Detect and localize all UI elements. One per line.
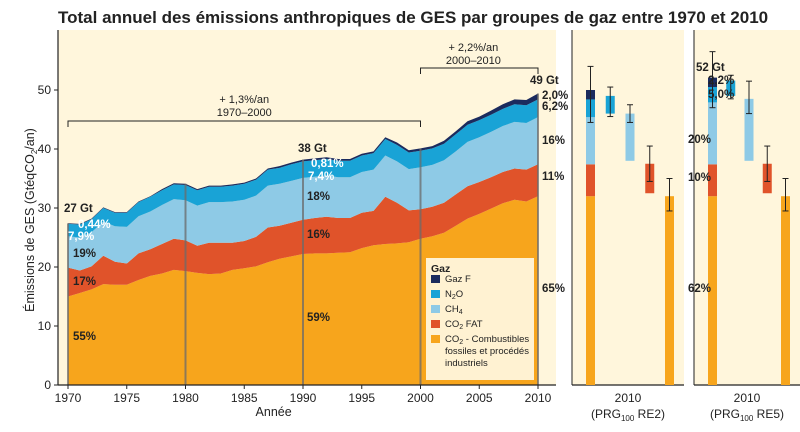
chart-title: Total annuel des émissions anthropiques … (58, 8, 769, 27)
panel-re5-xlabel-line2: (PRG100 RE5) (710, 407, 784, 423)
pct-1990-ch4: 18% (307, 191, 330, 203)
panel-re2-bar-ch4 (625, 113, 635, 161)
legend-n2o-swatch (431, 290, 440, 298)
legend-ch4-label: CH4 (445, 304, 463, 316)
y-tick-label: 40 (38, 142, 52, 156)
x-tick-label: 1980 (172, 391, 199, 405)
y-tick-label: 20 (38, 260, 52, 274)
panel-re2-stack-ch4 (586, 117, 595, 165)
period-1970-2000: 1970–2000 (217, 107, 272, 119)
x-axis-label: Année (256, 405, 292, 419)
panel-re5-total-label: 52 Gt (696, 62, 725, 74)
pct-1970-co2-fat: 17% (73, 276, 96, 288)
x-tick-label: 1985 (231, 391, 258, 405)
panel-re5-pct-n2o: 5,0% (708, 89, 734, 101)
rate-2000-2010: + 2,2%/an (448, 42, 498, 54)
panel-re5-xlabel-line1: 2010 (734, 391, 761, 405)
bracket-2000-2010 (420, 67, 539, 74)
legend-gazf-label: Gaz F (445, 274, 471, 285)
legend-ch4-swatch (431, 305, 440, 313)
pct-1970-co2-fossil: 55% (73, 331, 96, 343)
legend-title: Gaz (431, 263, 450, 275)
panel-re5-pct-ch4: 20% (688, 134, 711, 146)
pct-2010-n2o: 6,2% (542, 101, 568, 113)
legend-gazf-swatch (431, 275, 440, 283)
total-1990-label: 38 Gt (298, 143, 327, 155)
pct-1970-n2o: 7,9% (68, 231, 94, 243)
panel-re2-stack-co2_fat (586, 164, 595, 197)
period-2000-2010: 2000–2010 (446, 55, 501, 67)
legend-co2-fat-label: CO2 FAT (445, 319, 483, 331)
pct-1990-n2o: 7,4% (308, 171, 334, 183)
rate-1970-2000: + 1,3%/an (219, 94, 269, 106)
total-1970-label: 27 Gt (64, 203, 93, 215)
pct-1990-gazf: 0,81% (311, 158, 344, 170)
x-tick-label: 1990 (290, 391, 317, 405)
y-axis-label: Émissions de GES (GtéqCO2/an) (22, 128, 39, 312)
pct-2010-ch4: 16% (542, 135, 565, 147)
x-tick-label: 1995 (348, 391, 375, 405)
panel-re5-pct-co2-fossil: 62% (688, 283, 711, 295)
x-tick-label: 1975 (113, 391, 140, 405)
legend-n2o-label: N2O (445, 289, 463, 301)
y-tick-label: 0 (44, 378, 51, 392)
panel-re2-stack-co2_fossil (586, 196, 595, 385)
panel-re2-bar-co2_fossil (665, 196, 674, 385)
y-tick-label: 30 (38, 201, 52, 215)
panel-re5-bar-ch4 (744, 98, 754, 161)
legend-co2-fossil-label: CO2 - Combustibles (445, 334, 529, 346)
panel-re5-stack-co2_fat (708, 164, 717, 197)
panel-re2-xlabel-line2: (PRG100 RE2) (591, 407, 665, 423)
legend-co2-fossil-label-line3: industriels (445, 358, 488, 369)
panel-re5-bar-co2_fossil (781, 196, 790, 385)
pct-2010-co2-fossil: 65% (542, 283, 565, 295)
y-tick-label: 10 (38, 319, 52, 333)
total-2010-label: 49 Gt (530, 75, 559, 87)
y-tick-label: 50 (38, 83, 52, 97)
pct-1970-ch4: 19% (73, 248, 96, 260)
x-tick-label: 2010 (525, 391, 552, 405)
x-tick-label: 2005 (466, 391, 493, 405)
panel-re5-stack-ch4 (708, 102, 717, 165)
legend-co2-fat-swatch (431, 320, 440, 328)
panel-re5-stack-co2_fossil (708, 196, 717, 385)
panel-re5-pct-co2-fat: 10% (688, 172, 711, 184)
pct-2010-gazf: 2,0% (542, 90, 568, 102)
x-tick-label: 1970 (55, 391, 82, 405)
bracket-1970-2000 (67, 120, 421, 127)
legend-box (426, 258, 534, 380)
panel-re5-pct-gazf: 2,2% (708, 75, 734, 87)
pct-1970-gazf: 0,44% (78, 219, 111, 231)
pct-1990-co2-fossil: 59% (307, 312, 330, 324)
pct-1990-co2-fat: 16% (307, 229, 330, 241)
legend-co2-fossil-swatch (431, 335, 440, 343)
legend-co2-fossil-label-line2: fossiles et procédés (445, 346, 529, 357)
pct-2010-co2-fat: 11% (542, 171, 564, 183)
panel-re2-xlabel-line1: 2010 (615, 391, 642, 405)
x-tick-label: 2000 (407, 391, 434, 405)
